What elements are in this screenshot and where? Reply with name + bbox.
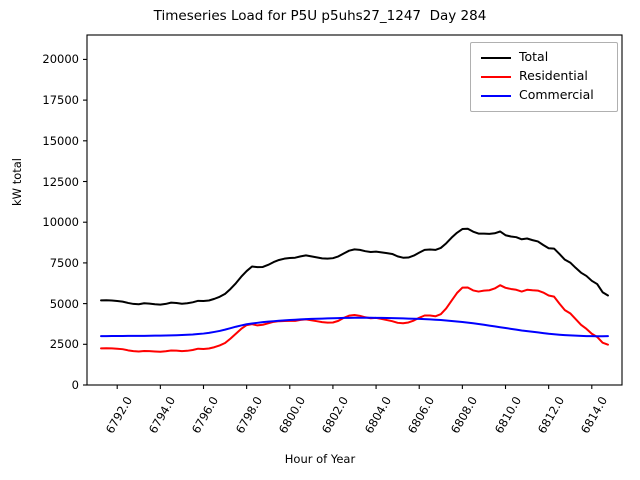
y-tick-label: 7500 (49, 255, 79, 270)
y-tick-label: 5000 (49, 296, 79, 311)
legend-item-label: Residential (519, 68, 588, 84)
y-tick-label: 17500 (42, 93, 79, 108)
y-tick-label: 15000 (42, 133, 79, 148)
y-tick-label: 20000 (42, 52, 79, 67)
y-tick-label: 2500 (49, 337, 79, 352)
y-tick-label: 12500 (42, 174, 79, 189)
legend-item-commercial: Commercial (477, 86, 611, 105)
y-tick-label: 10000 (42, 215, 79, 230)
legend-color-swatch (481, 94, 511, 97)
tick-marks (83, 58, 593, 389)
legend-color-swatch (481, 75, 511, 78)
chart-title: Timeseries Load for P5U p5uhs27_1247 Day… (153, 8, 487, 24)
legend-item-label: Total (519, 49, 549, 65)
series-line-total (100, 227, 609, 306)
legend-color-swatch (481, 56, 511, 59)
plot-border (86, 34, 623, 386)
y-tick-label: 0 (71, 378, 79, 392)
series-line-residential (100, 284, 609, 353)
axes-frame (86, 34, 623, 386)
x-axis-label: Hour of Year (284, 452, 356, 466)
series-line-commercial (100, 316, 609, 338)
legend-item-total: Total (477, 48, 611, 67)
chart-legend: Total Residential Commercial (470, 42, 618, 112)
legend-item-residential: Residential (477, 67, 611, 86)
legend-item-label: Commercial (519, 87, 594, 103)
data-series-lines (100, 227, 609, 353)
